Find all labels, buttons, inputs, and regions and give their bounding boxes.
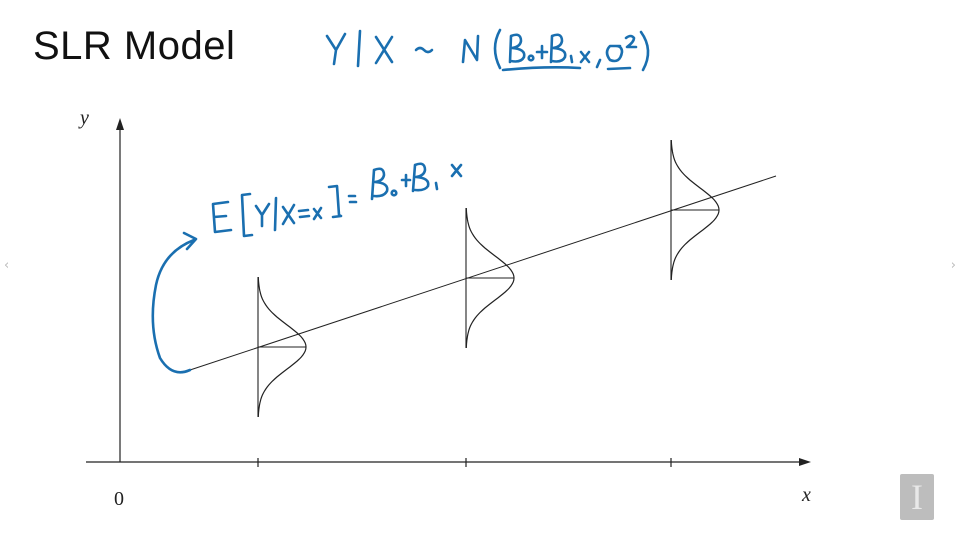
curved-arrow — [151, 231, 198, 374]
mean-function-annotation — [211, 162, 463, 238]
chevron-right-icon[interactable]: › — [950, 258, 956, 273]
normal-curves — [257, 139, 720, 418]
y-axis-arrow — [116, 118, 124, 130]
regression-line — [189, 175, 777, 371]
origin-label: 0 — [114, 488, 124, 510]
y-axis-label: y — [78, 107, 89, 129]
university-i-logo: I — [900, 474, 934, 520]
chevron-left-icon[interactable]: ‹ — [4, 258, 10, 273]
x-axis-label: x — [801, 484, 811, 506]
x-axis-arrow — [799, 458, 811, 466]
slide-title: SLR Model — [33, 24, 236, 68]
distribution-annotation — [325, 28, 650, 72]
